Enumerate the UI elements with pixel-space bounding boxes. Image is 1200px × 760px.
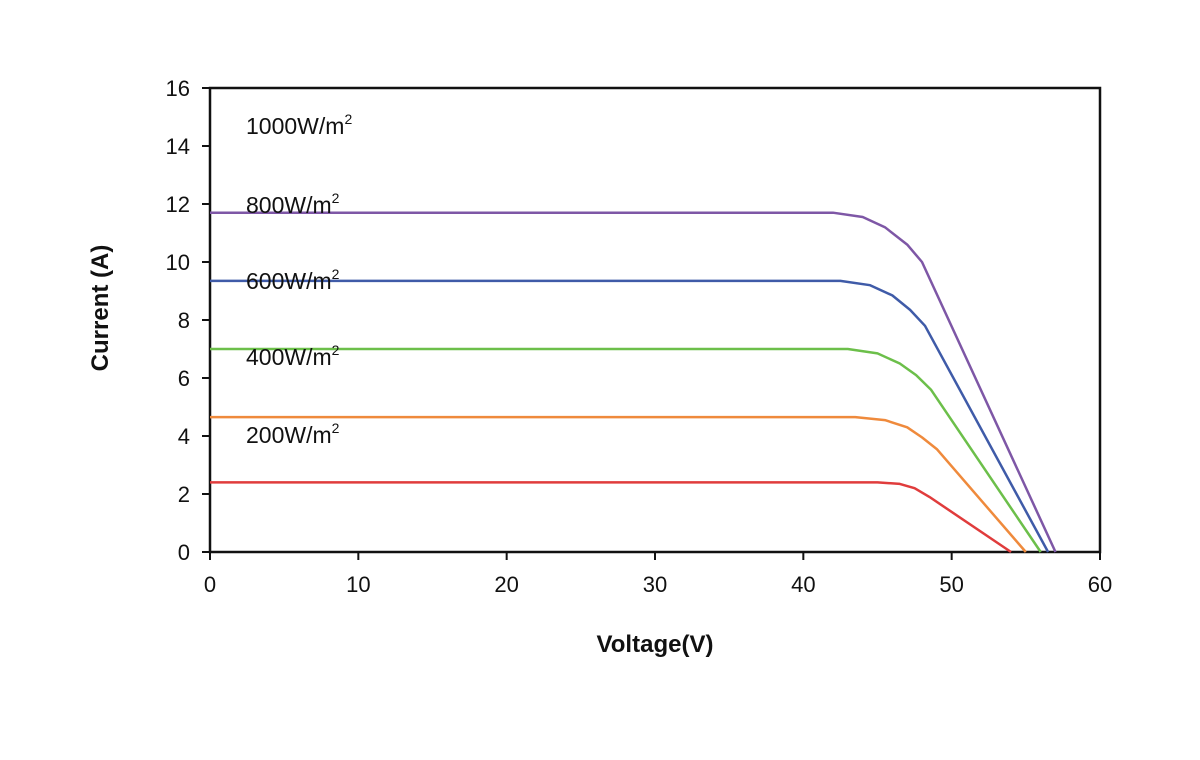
x-tick-label: 20 <box>494 572 518 597</box>
series-label: 200W/m2 <box>246 420 340 448</box>
series-label: 400W/m2 <box>246 342 340 370</box>
x-tick-label: 50 <box>939 572 963 597</box>
series-line <box>210 211 1057 553</box>
series-labels: 1000W/m2 800W/m2 600W/m2 400W/m2 200W/m2 <box>246 111 352 448</box>
plot-area: 1000W/m2 800W/m2 600W/m2 400W/m2 200W/m2 <box>208 86 1102 554</box>
series-label-superscript: 2 <box>332 190 340 206</box>
x-tick-label: 0 <box>204 572 216 597</box>
x-tick-label: 10 <box>346 572 370 597</box>
y-tick-label: 14 <box>166 134 190 159</box>
series-line <box>210 481 1012 554</box>
y-tick-label: 12 <box>166 192 190 217</box>
series-label: 600W/m2 <box>246 266 340 294</box>
series-label-superscript: 2 <box>332 266 340 282</box>
series-label-superscript: 2 <box>344 111 352 127</box>
series-group <box>210 211 1057 554</box>
y-axis: 0 2 4 6 8 10 12 14 16 <box>166 76 210 565</box>
x-axis-title: Voltage(V) <box>597 631 714 658</box>
series-label: 1000W/m2 <box>246 111 352 139</box>
y-tick-label: 0 <box>178 540 190 565</box>
y-tick-label: 4 <box>178 424 190 449</box>
y-tick-label: 8 <box>178 308 190 333</box>
series-label-superscript: 2 <box>332 342 340 358</box>
series-label: 800W/m2 <box>246 190 340 218</box>
series-line <box>210 415 1027 553</box>
y-tick-label: 2 <box>178 482 190 507</box>
y-tick-label: 6 <box>178 366 190 391</box>
x-tick-label: 30 <box>643 572 667 597</box>
x-tick-label: 60 <box>1088 572 1112 597</box>
x-tick-label: 40 <box>791 572 815 597</box>
y-tick-label: 10 <box>166 250 190 275</box>
y-tick-label: 16 <box>166 76 190 101</box>
y-axis-title: Current (A) <box>87 245 114 372</box>
x-axis: 0 10 20 30 40 50 60 <box>204 552 1112 597</box>
series-label-superscript: 2 <box>332 420 340 436</box>
series-line <box>210 347 1042 553</box>
series-line <box>210 279 1050 553</box>
